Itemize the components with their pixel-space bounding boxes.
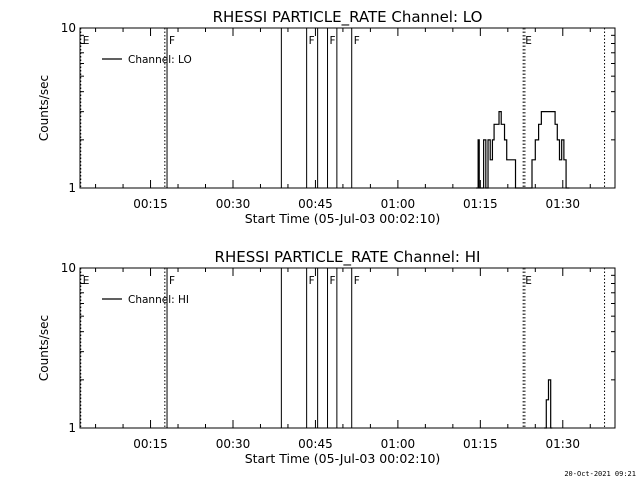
hi-channel-panel: RHESSI PARTICLE_RATE Channel: HI Counts/s… bbox=[37, 248, 616, 466]
x-tick-label: 01:15 bbox=[463, 197, 498, 211]
y-axis-label: Counts/sec bbox=[37, 315, 51, 381]
event-marker-label: E bbox=[525, 275, 532, 287]
x-tick-label: 00:30 bbox=[216, 437, 251, 451]
x-tick-label: 01:00 bbox=[381, 437, 416, 451]
y-axis-label: Counts/sec bbox=[37, 75, 51, 141]
event-marker-label: E bbox=[83, 35, 90, 47]
legend-label: Channel: LO bbox=[128, 54, 192, 66]
plot-frame bbox=[79, 27, 616, 189]
event-marker-label: F bbox=[330, 275, 336, 287]
x-tick-label: 01:30 bbox=[545, 197, 580, 211]
legend-label: Channel: HI bbox=[128, 294, 189, 306]
data-series-line bbox=[544, 379, 553, 429]
event-marker-label: F bbox=[330, 35, 336, 47]
x-axis-label: Start Time (05-Jul-03 00:02:10) bbox=[245, 451, 441, 466]
event-marker-label: F bbox=[169, 35, 175, 47]
plot-frame bbox=[79, 267, 616, 429]
x-tick-label: 01:00 bbox=[381, 197, 416, 211]
y-tick-label: 1 bbox=[68, 181, 76, 195]
data-series-line bbox=[475, 111, 570, 189]
chart-title: RHESSI PARTICLE_RATE Channel: HI bbox=[215, 248, 481, 267]
event-marker-label: E bbox=[525, 35, 532, 47]
event-marker-label: F bbox=[309, 35, 315, 47]
y-tick-label: 10 bbox=[61, 261, 76, 275]
footer-timestamp: 20-Oct-2021 09:21 bbox=[564, 470, 636, 478]
x-tick-label: 00:15 bbox=[133, 437, 168, 451]
lo-channel-panel: RHESSI PARTICLE_RATE Channel: LO Counts/s… bbox=[37, 8, 616, 226]
x-axis-label: Start Time (05-Jul-03 00:02:10) bbox=[245, 211, 441, 226]
event-marker-label: F bbox=[354, 275, 360, 287]
x-tick-label: 00:45 bbox=[298, 197, 333, 211]
event-marker-label: F bbox=[169, 275, 175, 287]
event-marker-label: E bbox=[83, 275, 90, 287]
x-tick-label: 01:30 bbox=[545, 437, 580, 451]
event-marker-label: F bbox=[309, 275, 315, 287]
x-tick-label: 00:45 bbox=[298, 437, 333, 451]
x-tick-label: 01:15 bbox=[463, 437, 498, 451]
y-tick-label: 10 bbox=[61, 21, 76, 35]
chart-title: RHESSI PARTICLE_RATE Channel: LO bbox=[213, 8, 483, 27]
x-tick-label: 00:30 bbox=[216, 197, 251, 211]
x-tick-label: 00:15 bbox=[133, 197, 168, 211]
event-marker-label: F bbox=[354, 35, 360, 47]
y-tick-label: 1 bbox=[68, 421, 76, 435]
